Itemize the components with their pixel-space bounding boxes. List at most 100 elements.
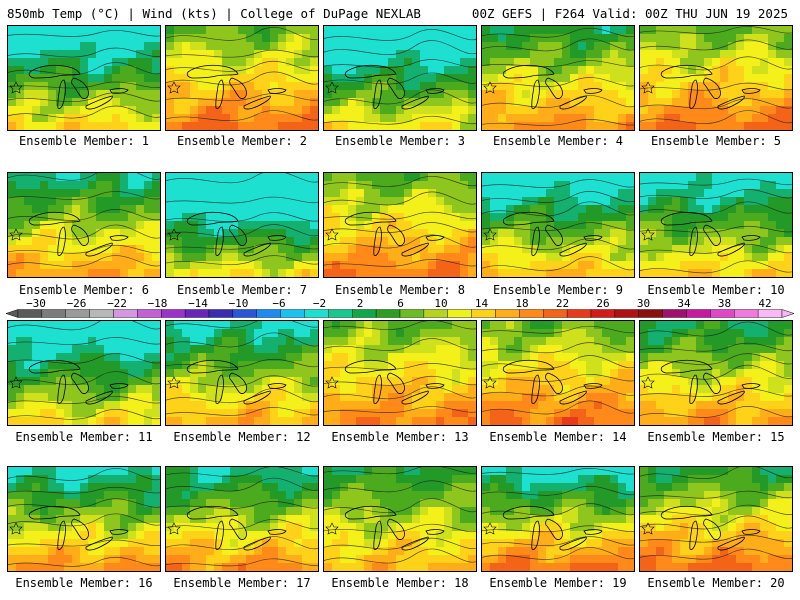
temperature-field [8, 173, 160, 277]
colorbar-tick: 18 [515, 297, 529, 310]
colorbar-tick-labels: −30 −26 −22 −18 −14 −10 −6 −2 2 6 10 14 18 22 26 30 34 38… [0, 297, 800, 310]
panel-label-member-10: Ensemble Member: 10 [647, 283, 785, 297]
colorbar-swatch [566, 309, 592, 318]
temperature-field [324, 467, 476, 571]
map-panel-member-3 [323, 25, 477, 131]
colorbar-swatch [590, 309, 616, 318]
panel-label-member-14: Ensemble Member: 14 [489, 430, 627, 444]
colorbar-tick: 34 [677, 297, 691, 310]
panel-label-member-13: Ensemble Member: 13 [331, 430, 469, 444]
map-panel-member-17 [165, 466, 319, 572]
panel-label-member-17: Ensemble Member: 17 [173, 576, 311, 590]
map-panel-member-12 [165, 320, 319, 426]
map-panel-member-18 [323, 466, 477, 572]
temperature-field [166, 467, 318, 571]
temperature-colorbar: −30 −26 −22 −18 −14 −10 −6 −2 2 6 10 14 18 22 26 30 34 38… [0, 297, 800, 319]
map-panel-member-11 [7, 320, 161, 426]
panel-label-member-18: Ensemble Member: 18 [331, 576, 469, 590]
temperature-field [166, 173, 318, 277]
map-panel-member-13 [323, 320, 477, 426]
colorbar-swatch [41, 309, 66, 318]
colorbar-tick: 6 [397, 297, 404, 310]
temperature-field [482, 26, 634, 130]
panel-label-member-20: Ensemble Member: 20 [647, 576, 785, 590]
map-panel-member-19 [481, 466, 635, 572]
panel-label-member-11: Ensemble Member: 11 [15, 430, 153, 444]
colorbar-swatch [232, 309, 257, 318]
temperature-field [166, 321, 318, 425]
colorbar-tick: 26 [596, 297, 610, 310]
colorbar-swatch [543, 309, 568, 318]
colorbar-tick: −22 [107, 297, 127, 310]
colorbar-tick: −6 [272, 297, 286, 310]
panel-label-member-7: Ensemble Member: 7 [176, 283, 308, 297]
map-title: 850mb Temp (°C) | Wind (kts) | College o… [7, 6, 421, 21]
temperature-field [482, 321, 634, 425]
colorbar-tick: −2 [312, 297, 327, 310]
temperature-field [482, 467, 634, 571]
map-panel-member-14 [481, 320, 635, 426]
panel-label-member-6: Ensemble Member: 6 [18, 283, 150, 297]
colorbar-tick: −10 [228, 297, 249, 310]
panel-label-member-19: Ensemble Member: 19 [489, 576, 627, 590]
colorbar-tick: 10 [434, 297, 448, 310]
temperature-field [8, 467, 160, 571]
colorbar-tick: −14 [188, 297, 208, 310]
temperature-field [640, 173, 792, 277]
map-panel-member-20 [639, 466, 793, 572]
colorbar-swatch [280, 309, 305, 318]
colorbar-swatch [614, 309, 639, 318]
model-run-info: 00Z GEFS | F264 Valid: 00Z THU JUN 19 20… [471, 6, 788, 21]
colorbar-swatch [65, 309, 90, 318]
colorbar-swatch [208, 309, 234, 318]
colorbar-swatch [137, 309, 162, 318]
colorbar-swatch [495, 309, 520, 318]
map-panel-member-7 [165, 172, 319, 278]
colorbar-swatch [757, 309, 783, 318]
colorbar-swatch [662, 309, 687, 318]
panel-label-member-16: Ensemble Member: 16 [15, 576, 153, 590]
temperature-field [324, 173, 476, 277]
panel-label-member-12: Ensemble Member: 12 [173, 430, 311, 444]
colorbar-swatch [710, 309, 735, 318]
colorbar-swatch [328, 309, 353, 318]
map-panel-member-2 [165, 25, 319, 131]
panel-label-member-2: Ensemble Member: 2 [176, 134, 308, 148]
temperature-field [166, 26, 318, 130]
colorbar-swatch [89, 309, 114, 318]
colorbar-swatch [471, 309, 496, 318]
map-panel-member-1 [7, 25, 161, 131]
colorbar-tick: 14 [474, 297, 489, 310]
panel-label-member-5: Ensemble Member: 5 [650, 134, 782, 148]
colorbar-left-arrow [5, 309, 19, 318]
colorbar-tick: 42 [758, 297, 772, 310]
temperature-field [640, 321, 792, 425]
colorbar-swatch [519, 309, 544, 318]
panel-label-member-8: Ensemble Member: 8 [334, 283, 466, 297]
map-panel-member-15 [639, 320, 793, 426]
colorbar-swatch [638, 309, 663, 318]
colorbar-tick: 2 [356, 297, 364, 310]
colorbar-swatches [5, 309, 795, 318]
colorbar-swatch [423, 309, 448, 318]
temperature-field [8, 321, 160, 425]
map-panel-member-10 [639, 172, 793, 278]
colorbar-swatch [184, 309, 210, 318]
colorbar-tick: 38 [717, 297, 732, 310]
temperature-field [482, 173, 634, 277]
colorbar-swatch [304, 309, 329, 318]
map-panel-member-5 [639, 25, 793, 131]
colorbar-swatch [256, 309, 281, 318]
temperature-field [8, 26, 160, 130]
colorbar-swatch [352, 309, 377, 318]
panel-label-member-4: Ensemble Member: 4 [492, 134, 624, 148]
colorbar-swatch [734, 309, 759, 318]
colorbar-swatch [17, 309, 43, 318]
colorbar-tick: 30 [636, 297, 651, 310]
colorbar-tick: 22 [555, 297, 570, 310]
colorbar-swatch [113, 309, 138, 318]
map-panel-member-16 [7, 466, 161, 572]
temperature-field [324, 321, 476, 425]
temperature-field [640, 26, 792, 130]
colorbar-tick: −18 [147, 297, 168, 310]
